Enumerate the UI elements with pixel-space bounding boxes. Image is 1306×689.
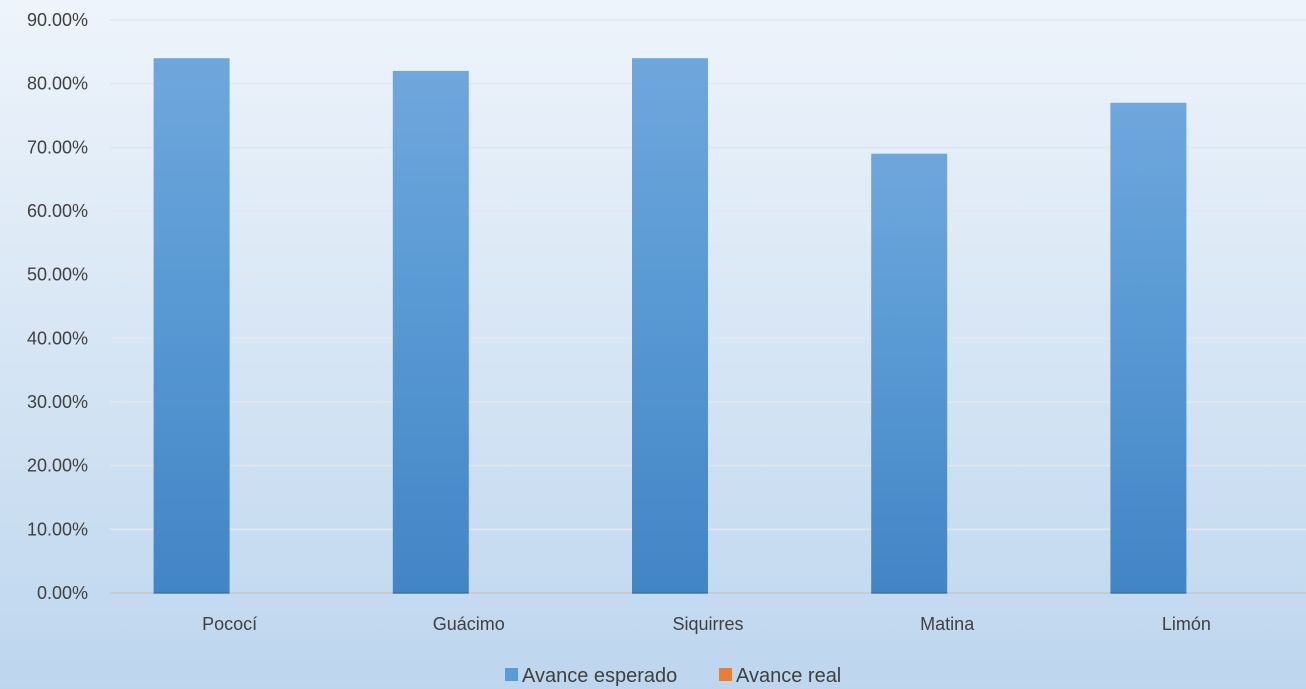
y-tick-label: 50.00%: [27, 265, 88, 285]
y-tick-label: 90.00%: [27, 10, 88, 30]
x-category-label: Pococí: [202, 614, 257, 634]
bar-avance-esperado: [871, 153, 948, 593]
bar-avance-esperado: [1110, 102, 1187, 594]
x-category-label: Guácimo: [433, 614, 505, 634]
bar-base-shadow: [632, 592, 708, 594]
y-tick-label: 20.00%: [27, 456, 88, 476]
y-tick-label: 80.00%: [27, 74, 88, 94]
y-tick-label: 10.00%: [27, 519, 88, 539]
legend-label: Avance esperado: [522, 665, 677, 687]
y-tick-label: 40.00%: [27, 328, 88, 348]
y-tick-label: 0.00%: [37, 583, 88, 603]
legend-item-avance-real: Avance real: [719, 665, 841, 687]
legend-label: Avance real: [736, 665, 841, 687]
bar-base-shadow: [392, 592, 469, 594]
bar-avance-esperado: [632, 58, 708, 593]
y-tick-label: 70.00%: [27, 137, 88, 157]
bar-base-shadow: [153, 592, 230, 594]
legend-swatch: [719, 668, 732, 681]
bar-avance-esperado: [153, 58, 230, 593]
x-category-label: Siquirres: [672, 614, 743, 634]
legend-swatch: [505, 668, 518, 681]
bar-base-shadow: [871, 592, 948, 594]
x-category-label: Limón: [1162, 614, 1211, 634]
y-tick-label: 60.00%: [27, 201, 88, 221]
bar-avance-esperado: [392, 70, 469, 593]
y-tick-label: 30.00%: [27, 392, 88, 412]
legend-item-avance-esperado: Avance esperado: [505, 665, 677, 687]
bar-base-shadow: [1110, 592, 1187, 594]
x-category-label: Matina: [920, 614, 975, 634]
